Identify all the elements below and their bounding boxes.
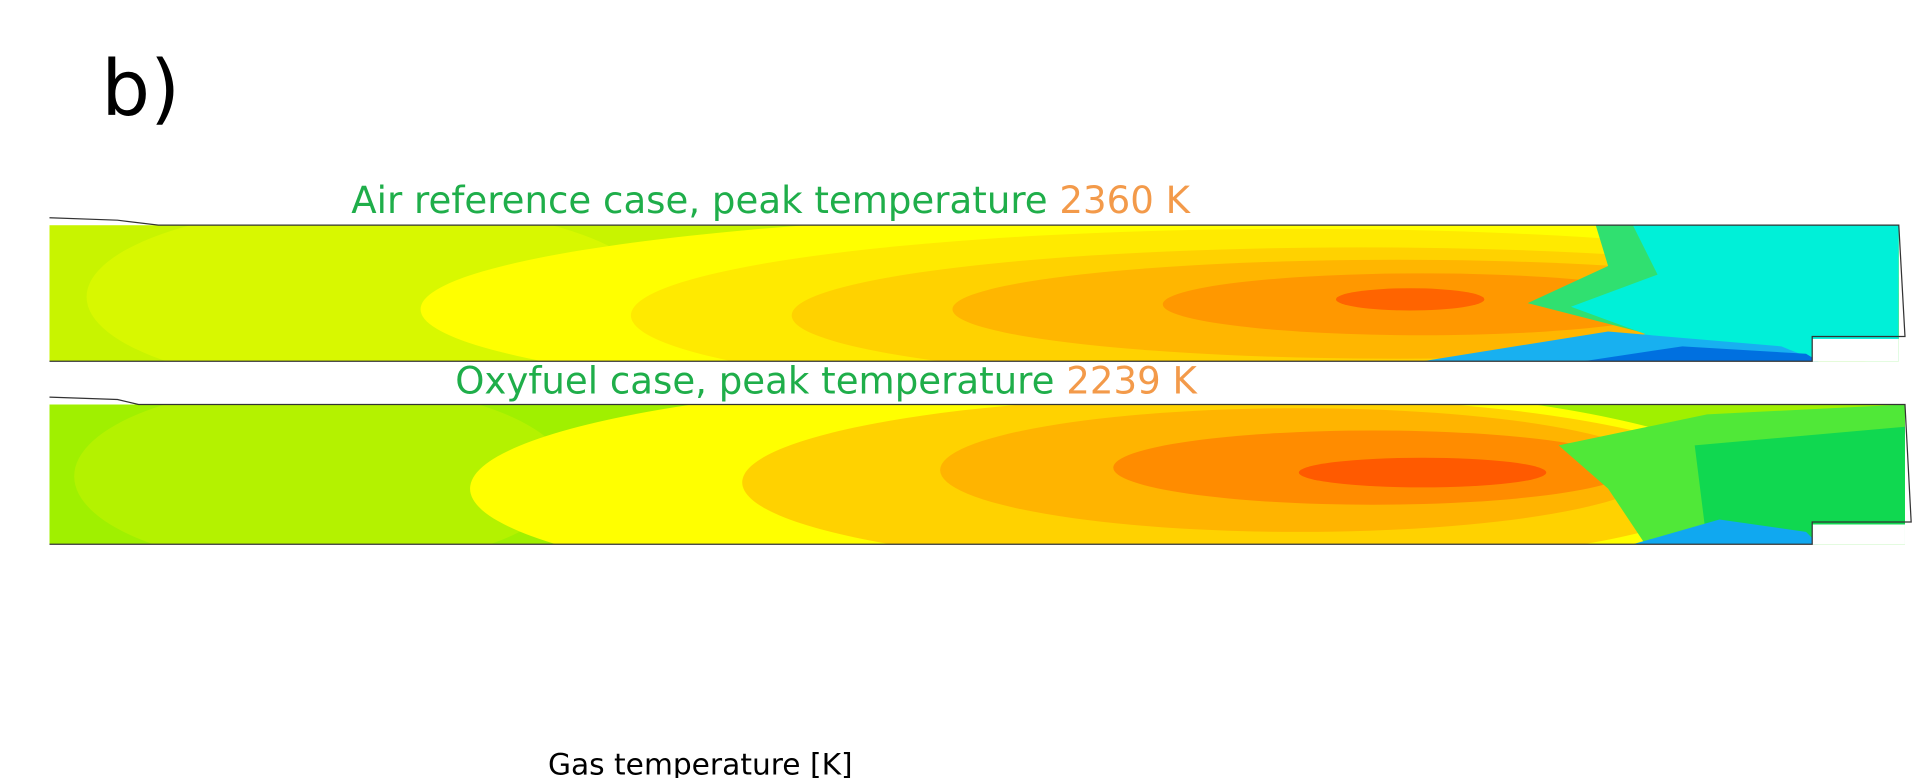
case-name: Air reference case, peak temperature (351, 179, 1047, 222)
panel-title: Oxyfuel case, peak temperature 2239 K (455, 359, 1198, 402)
legend-title: Gas temperature [K] (548, 746, 853, 778)
panel-title: Air reference case, peak temperature 236… (351, 179, 1191, 222)
peak-temperature: 2360 K (1059, 179, 1191, 222)
panel-label: b) (101, 45, 180, 134)
peak-temperature: 2239 K (1066, 359, 1198, 402)
figure-content: b) Air reference case, peak temperature … (49, 45, 1912, 778)
case-name: Oxyfuel case, peak temperature (455, 359, 1054, 402)
contour-plot (49, 225, 1899, 362)
contour-plot (49, 404, 1905, 545)
